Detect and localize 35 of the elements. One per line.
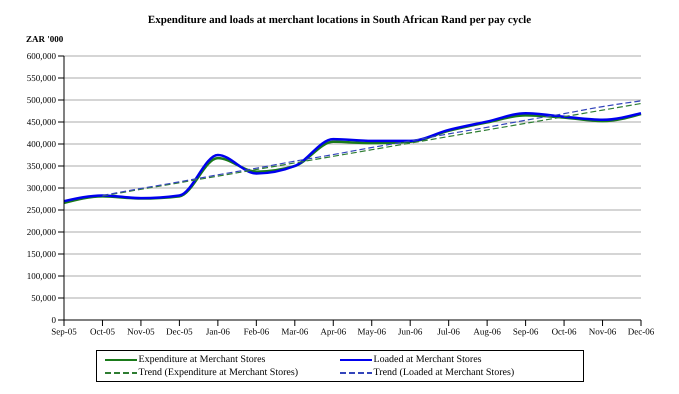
y-tick-label: 50,000 (31, 293, 56, 304)
chart-title: Expenditure and loads at merchant locations in South African Rand per pay cycle (146, 13, 532, 28)
x-tick-label: May-06 (357, 326, 386, 336)
x-tick-label: Aug-06 (473, 326, 502, 336)
x-tick-label: Jan-06 (206, 326, 230, 336)
x-tick-label: Nov-05 (127, 326, 156, 336)
x-tick-label: Apr-06 (320, 326, 347, 336)
y-tick-label: 450,000 (26, 117, 56, 128)
x-tick-label: Dec-06 (628, 326, 655, 336)
x-tick-label: Jul-06 (437, 326, 460, 336)
y-tick-label: 150,000 (26, 249, 56, 260)
x-tick-label: Oct-06 (552, 326, 578, 336)
y-tick-label: 100,000 (26, 271, 56, 282)
x-tick-label: Jun-06 (398, 326, 423, 336)
legend-label: Loaded at Merchant Stores (374, 354, 482, 365)
y-tick-label: 600,000 (26, 51, 56, 62)
y-tick-label: 350,000 (26, 161, 56, 172)
legend-label: Trend (Expenditure at Merchant Stores) (138, 367, 298, 378)
x-tick-label: Oct-05 (90, 326, 116, 336)
x-tick-label: Dec-05 (166, 326, 194, 336)
y-tick-label: 250,000 (26, 205, 56, 216)
x-tick-label: Nov-06 (588, 326, 617, 336)
y-tick-label: 400,000 (26, 139, 56, 150)
y-tick-label: 500,000 (26, 95, 56, 106)
y-axis-title: ZAR '000 (26, 34, 64, 44)
y-tick-label: 0 (52, 315, 56, 326)
legend-label: Trend (Loaded at Merchant Stores) (374, 367, 514, 378)
y-tick-label: 550,000 (26, 73, 56, 84)
x-tick-label: Sep-05 (51, 326, 78, 336)
x-tick-label: Mar-06 (281, 326, 309, 336)
y-tick-label: 200,000 (26, 227, 56, 238)
x-tick-label: Feb-06 (244, 326, 270, 336)
y-tick-label: 300,000 (26, 183, 56, 194)
legend-label: Expenditure at Merchant Stores (138, 354, 266, 365)
x-tick-label: Sep-06 (512, 326, 539, 336)
